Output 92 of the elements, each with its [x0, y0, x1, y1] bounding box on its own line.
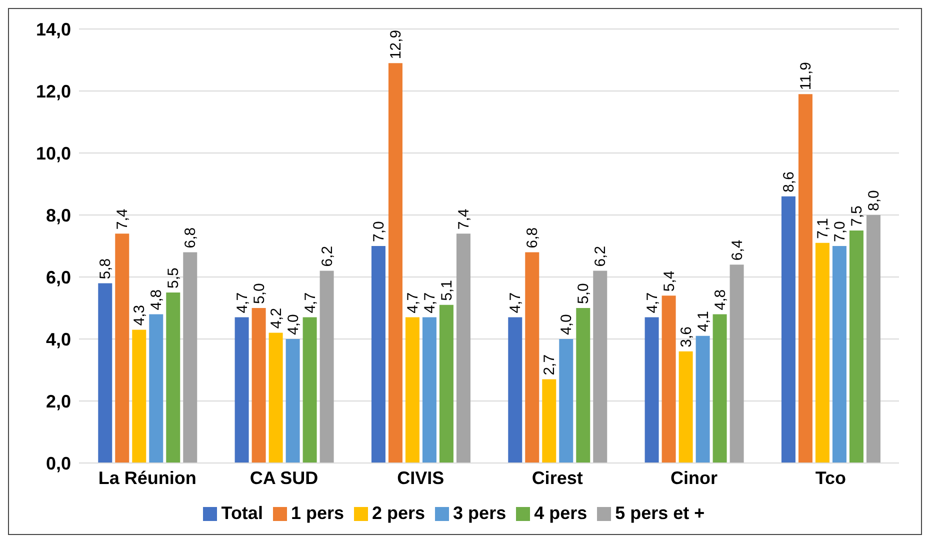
bar — [149, 314, 164, 463]
data-label: 3,6 — [678, 326, 695, 348]
data-label: 4,7 — [234, 292, 251, 314]
y-tick-label: 12,0 — [36, 81, 71, 102]
x-tick-label: Cinor — [670, 468, 718, 488]
data-label: 6,2 — [592, 246, 610, 267]
x-tick-label: Tco — [815, 468, 846, 488]
data-label: 5,4 — [660, 270, 678, 292]
bar — [320, 270, 334, 463]
bar — [456, 234, 470, 463]
data-label: 4,0 — [558, 314, 576, 335]
data-label: 4,7 — [404, 292, 422, 314]
legend-label: 2 pers — [372, 503, 426, 523]
bar — [662, 296, 676, 463]
data-label: 4,3 — [131, 304, 148, 326]
data-label: 7,0 — [831, 221, 848, 242]
data-label: 5,8 — [97, 258, 114, 280]
bar — [832, 246, 846, 463]
data-label: 6,8 — [524, 227, 542, 248]
bar — [525, 252, 540, 463]
legend-label: Total — [221, 503, 263, 523]
bar — [815, 242, 830, 463]
bar — [696, 336, 710, 463]
data-label: 4,8 — [712, 289, 729, 310]
bar — [439, 304, 454, 463]
y-tick-label: 14,0 — [36, 19, 71, 40]
y-tick-label: 0,0 — [46, 453, 71, 474]
data-label: 4,7 — [302, 292, 319, 314]
bar — [371, 246, 386, 463]
y-tick-label: 8,0 — [46, 205, 71, 226]
bar — [730, 264, 744, 463]
data-label: 5,1 — [438, 280, 456, 301]
bar — [678, 351, 693, 463]
x-tick-label: CIVIS — [397, 468, 444, 488]
data-label: 5,0 — [250, 283, 268, 304]
data-label: 6,4 — [728, 240, 746, 261]
bar — [593, 270, 608, 463]
legend-label: 4 pers — [534, 503, 588, 523]
bar — [508, 317, 522, 463]
legend-label: 3 pers — [453, 503, 506, 523]
data-label: 7,4 — [455, 208, 472, 230]
legend-label: 5 pers et + — [615, 503, 705, 523]
bar — [302, 317, 317, 463]
bar — [132, 330, 146, 463]
y-tick-label: 10,0 — [36, 143, 71, 164]
bar — [849, 230, 864, 463]
data-label: 4,8 — [148, 289, 166, 310]
data-label: 7,0 — [370, 221, 388, 242]
data-label: 7,5 — [848, 206, 866, 226]
bar — [183, 252, 198, 463]
x-tick-label: La Réunion — [98, 468, 196, 488]
bar — [866, 215, 880, 463]
data-label: 4,2 — [268, 308, 285, 329]
bar — [798, 94, 812, 463]
data-label: 8,6 — [780, 172, 798, 192]
bar — [286, 339, 300, 463]
y-tick-label: 6,0 — [46, 267, 71, 288]
data-label: 4,0 — [284, 314, 302, 335]
y-tick-label: 2,0 — [46, 391, 71, 412]
data-label: 2,7 — [541, 354, 558, 376]
data-label: 4,7 — [507, 292, 524, 314]
data-label: 8,0 — [865, 190, 882, 211]
bar — [559, 339, 574, 463]
legend-label: 1 pers — [290, 503, 344, 523]
data-label: 6,8 — [182, 227, 200, 248]
bar — [268, 332, 283, 463]
data-label: 4,7 — [644, 292, 661, 314]
bar — [576, 308, 590, 463]
data-label: 12,9 — [387, 30, 404, 60]
y-tick-label: 4,0 — [46, 329, 71, 350]
bar — [115, 234, 130, 463]
bar — [166, 292, 180, 463]
data-label: 5,5 — [165, 268, 182, 288]
bar — [388, 63, 402, 463]
data-label: 4,1 — [694, 311, 712, 332]
bar — [234, 317, 249, 463]
data-label: 7,4 — [114, 208, 132, 230]
bar — [644, 317, 659, 463]
data-label: 11,9 — [797, 62, 814, 90]
bar — [252, 308, 266, 463]
data-label: 6,2 — [318, 246, 336, 267]
data-label: 5,0 — [575, 283, 592, 304]
bar — [422, 317, 436, 463]
bar — [781, 196, 796, 463]
data-label: 7,1 — [814, 218, 832, 239]
bar — [542, 379, 556, 463]
bar — [712, 314, 727, 463]
bar — [405, 317, 420, 463]
x-tick-label: Cirest — [532, 468, 583, 488]
data-label: 4,7 — [421, 292, 438, 314]
bar — [98, 283, 112, 463]
x-tick-label: CA SUD — [250, 468, 318, 488]
